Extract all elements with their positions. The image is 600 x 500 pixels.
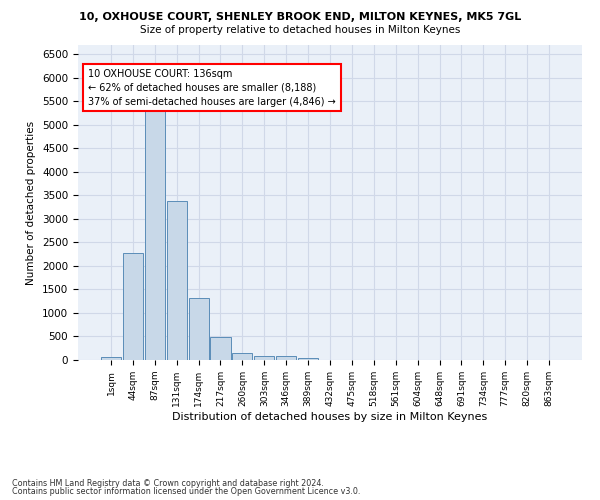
Text: 10, OXHOUSE COURT, SHENLEY BROOK END, MILTON KEYNES, MK5 7GL: 10, OXHOUSE COURT, SHENLEY BROOK END, MI… — [79, 12, 521, 22]
Bar — [298, 358, 318, 360]
Bar — [145, 105, 165, 360]
Text: Size of property relative to detached houses in Milton Keynes: Size of property relative to detached ho… — [140, 25, 460, 35]
Bar — [232, 352, 253, 360]
Text: 10 OXHOUSE COURT: 136sqm
← 62% of detached houses are smaller (8,188)
37% of sem: 10 OXHOUSE COURT: 136sqm ← 62% of detach… — [88, 68, 336, 106]
Y-axis label: Number of detached properties: Number of detached properties — [26, 120, 37, 284]
Bar — [276, 356, 296, 360]
Bar — [188, 298, 209, 360]
X-axis label: Distribution of detached houses by size in Milton Keynes: Distribution of detached houses by size … — [172, 412, 488, 422]
Text: Contains HM Land Registry data © Crown copyright and database right 2024.: Contains HM Land Registry data © Crown c… — [12, 478, 324, 488]
Bar — [211, 338, 230, 360]
Bar — [123, 253, 143, 360]
Bar — [101, 356, 121, 360]
Bar — [254, 356, 274, 360]
Bar — [167, 200, 187, 360]
Text: Contains public sector information licensed under the Open Government Licence v3: Contains public sector information licen… — [12, 487, 361, 496]
